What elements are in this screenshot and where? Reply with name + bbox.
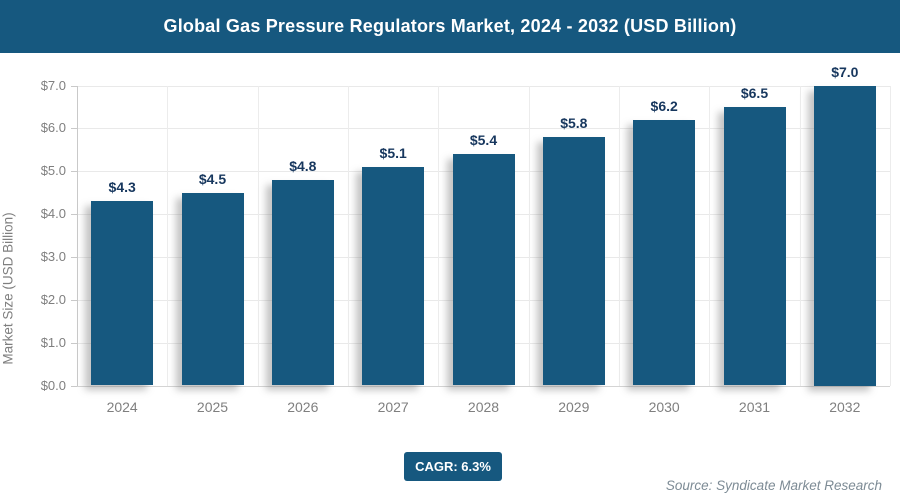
v-gridline — [799, 85, 801, 386]
bar-value-label: $4.8 — [289, 157, 317, 174]
v-gridline — [890, 85, 891, 386]
cagr-badge: CAGR: 6.3% — [404, 452, 502, 481]
bar-2025 — [181, 192, 244, 386]
y-axis-tick-label: $7.0 — [40, 77, 66, 93]
v-gridline — [619, 85, 620, 386]
x-axis-label-2028: 2028 — [467, 398, 500, 415]
x-axis-label-2024: 2024 — [106, 398, 138, 415]
y-axis-tick — [71, 299, 77, 301]
bar-chart: Market Size (USD Billion) $0.0 $1.0 $2.0 $3… — [0, 53, 900, 433]
x-axis-label-2029: 2029 — [558, 398, 590, 415]
y-axis-tick-label: $6.0 — [40, 120, 66, 136]
v-gridline — [709, 85, 711, 386]
chart-title: Global Gas Pressure Regulators Market, 2… — [163, 16, 737, 36]
y-axis-tick — [71, 214, 77, 216]
chart-title-bar: Global Gas Pressure Regulators Market, 2… — [0, 0, 900, 53]
y-axis-tick — [71, 342, 77, 344]
bar-2028 — [452, 154, 515, 386]
bar-value-label: $5.4 — [469, 132, 498, 149]
y-axis-tick — [71, 85, 77, 87]
h-gridline — [77, 85, 890, 87]
y-axis-tick — [71, 171, 77, 173]
bar-value-label: $6.2 — [650, 97, 678, 114]
bar-value-label: $5.8 — [560, 114, 588, 131]
h-gridline — [77, 128, 890, 130]
y-axis-title: Market Size (USD Billion) — [0, 212, 16, 365]
y-axis-tick-label: $2.0 — [40, 291, 66, 307]
bar-2032 — [813, 85, 876, 386]
x-axis-label-2026: 2026 — [287, 398, 319, 415]
x-axis-label-2030: 2030 — [648, 398, 680, 415]
v-gridline — [438, 85, 440, 386]
cagr-badge-label: CAGR: 6.3% — [415, 459, 491, 474]
y-axis-tick-label: $4.0 — [40, 206, 66, 222]
x-axis-label-2025: 2025 — [196, 398, 229, 415]
bar-value-label: $6.5 — [740, 84, 769, 101]
y-axis-tick-label: $5.0 — [40, 163, 66, 179]
bar-value-label: $5.1 — [379, 144, 407, 161]
y-axis-tick — [71, 385, 77, 387]
bar-2026 — [271, 179, 334, 386]
h-gridline — [77, 385, 890, 387]
y-axis-tick — [71, 256, 77, 258]
bar-value-label: $7.0 — [831, 63, 859, 80]
bar-value-label: $4.5 — [198, 170, 227, 187]
v-gridline — [167, 85, 169, 386]
y-axis-tick-label: $0.0 — [40, 377, 66, 393]
bar-2030 — [633, 119, 696, 386]
y-axis-tick-label: $1.0 — [40, 334, 66, 350]
v-gridline — [348, 85, 349, 386]
v-gridline — [257, 85, 259, 386]
bar-value-label: $4.3 — [108, 179, 136, 196]
y-axis-tick — [71, 128, 77, 130]
x-axis-label-2031: 2031 — [738, 398, 771, 415]
bar-2027 — [362, 166, 425, 386]
bar-2024 — [91, 201, 154, 386]
v-gridline — [528, 85, 530, 386]
x-axis-label-2027: 2027 — [377, 398, 409, 415]
bar-2029 — [542, 136, 605, 386]
y-axis-tick-label: $3.0 — [40, 248, 66, 264]
v-gridline — [77, 85, 78, 386]
bar-2031 — [723, 106, 786, 386]
x-axis-label-2032: 2032 — [829, 398, 861, 415]
source-note: Source: Syndicate Market Research — [665, 478, 882, 493]
